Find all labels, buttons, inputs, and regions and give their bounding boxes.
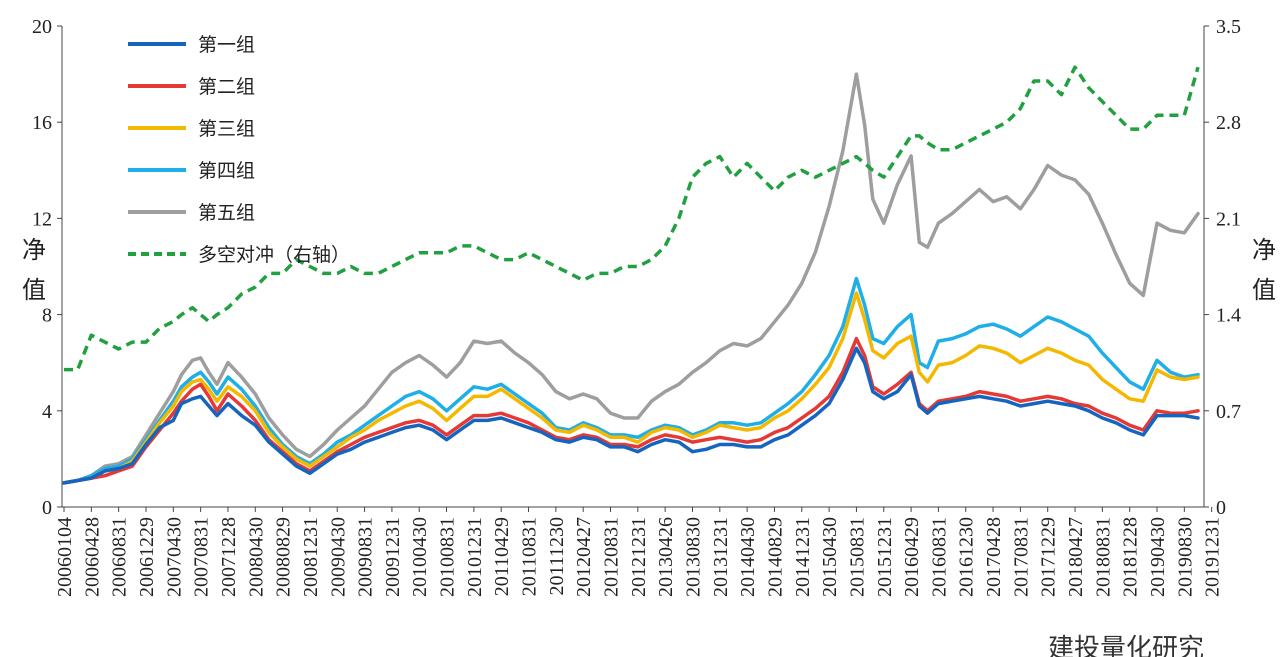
x-tick-label: 20100831 [437,517,459,597]
legend-label: 第五组 [198,202,255,224]
x-tick-label: 20061229 [136,517,158,597]
left-tick-label: 4 [42,401,52,423]
right-tick-label: 1.4 [1216,305,1241,327]
x-tick-label: 20181228 [1120,517,1142,597]
right-tick-label: 3.5 [1216,16,1241,38]
x-tick-label: 20130426 [655,517,677,597]
x-tick-label: 20081231 [300,517,322,597]
x-tick-label: 20160831 [928,517,950,597]
series-line-2 [62,336,1200,485]
x-tick-label: 20120831 [601,517,623,597]
left-tick-label: 12 [32,208,52,230]
series-line-4 [62,276,1200,485]
x-tick-label: 20070831 [191,517,213,597]
legend-label: 第一组 [198,34,255,56]
x-tick-label: 20120427 [573,517,595,597]
x-tick-label: 20171229 [1038,517,1060,597]
x-tick-label: 20131231 [710,517,732,597]
x-tick-label: 20060831 [109,517,131,597]
x-tick-label: 20071228 [218,517,240,597]
left-tick-label: 20 [32,16,52,38]
x-tick-label: 20121231 [628,517,650,597]
right-tick-label: 0.7 [1216,401,1241,423]
x-tick-label: 20111230 [546,517,568,596]
legend-label: 第四组 [198,160,255,182]
right-tick-label: 0 [1216,497,1226,519]
series-lines [62,65,1200,485]
left-axis-title-char-2: 值 [22,276,46,304]
x-tick-label: 20150831 [846,517,868,597]
series-line-6 [64,65,1200,372]
x-tick-label: 20110831 [519,517,541,596]
x-tick-label: 20191231 [1202,517,1224,597]
right-axis-title-char-2: 值 [1252,276,1276,304]
right-tick-label: 2.1 [1216,208,1241,230]
x-tick-label: 20080430 [245,517,267,597]
x-tick-label: 20140430 [737,517,759,597]
left-tick-label: 0 [42,497,52,519]
x-tick-label: 20140829 [764,517,786,597]
legend-label: 多空对冲（右轴） [198,244,350,266]
x-tick-label: 20130830 [682,517,704,597]
x-tick-label: 20190830 [1174,517,1196,597]
x-tick-label: 20110429 [491,517,513,596]
x-tick-label: 20090430 [327,517,349,597]
x-tick-label: 20170831 [1010,517,1032,597]
series-line-1 [62,346,1200,485]
watermark-text: 建投量化研究 [1048,634,1204,657]
x-tick-label: 20060104 [54,517,76,597]
x-tick-label: 20100430 [409,517,431,597]
left-tick-label: 8 [42,305,52,327]
x-tick-label: 20090831 [355,517,377,597]
series-line-5 [62,72,1200,485]
series-line-3 [62,291,1200,485]
tick-labels: 0 4 8 12 16 20 0 0.7 1.4 2.1 2.8 3.5 20060104 2006042… [32,16,1241,597]
x-tick-label: 20180831 [1092,517,1114,597]
x-tick-label: 20170428 [983,517,1005,597]
x-tick-label: 20080829 [273,517,295,597]
x-tick-label: 20060428 [81,517,103,597]
x-tick-label: 20070430 [163,517,185,597]
right-axis-title-char-1: 净 [1252,236,1276,264]
left-tick-label: 16 [32,112,52,134]
x-tick-label: 20180427 [1065,517,1087,597]
x-tick-label: 20151231 [874,517,896,597]
x-tick-label: 20190430 [1147,517,1169,597]
left-axis-title-char-1: 净 [22,236,46,264]
x-tick-label: 20141231 [792,517,814,597]
x-tick-label: 20160429 [901,517,923,597]
legend-label: 第二组 [198,76,255,98]
x-tick-label: 20161230 [956,517,978,597]
x-tick-label: 20150430 [819,517,841,597]
legend-label: 第三组 [198,118,255,140]
x-tick-label: 20091231 [382,517,404,597]
axes [57,25,1213,512]
x-tick-label: 20101231 [464,517,486,597]
right-tick-label: 2.8 [1216,112,1241,134]
